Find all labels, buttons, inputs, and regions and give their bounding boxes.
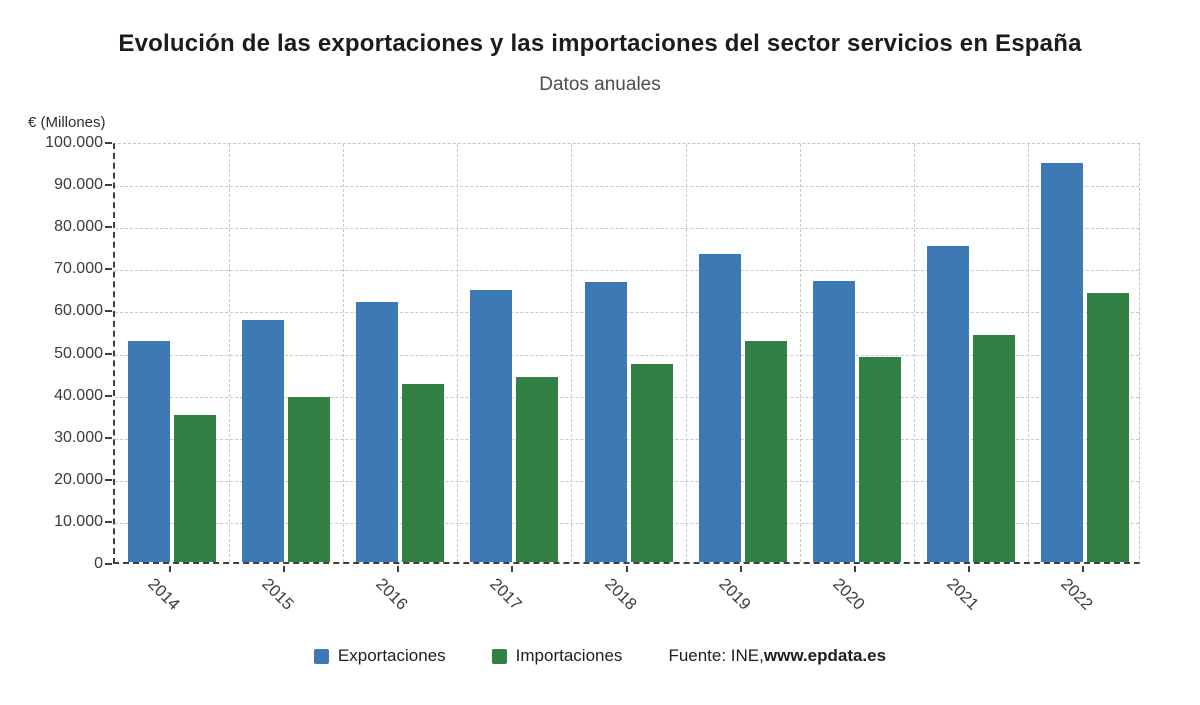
bar-importaciones-2021 [972, 335, 1015, 562]
y-axis-tick-mark [105, 478, 112, 481]
legend-label-exportaciones: Exportaciones [337, 646, 446, 665]
h-gridline-90.000 [115, 186, 1139, 188]
x-axis-tick-mark-2016 [397, 566, 400, 572]
v-gridline [913, 144, 915, 562]
v-gridline [457, 144, 459, 562]
bar-exportaciones-2020 [812, 280, 855, 562]
bar-exportaciones-2016 [356, 301, 399, 562]
y-axis-tick-label-90.000: 90.000 [54, 176, 103, 194]
importaciones-swatch-icon [491, 648, 507, 664]
y-axis-tick-label-10.000: 10.000 [54, 512, 103, 530]
x-axis-tick-label-2015: 2015 [258, 575, 298, 614]
h-gridline-10.000 [115, 522, 1139, 524]
x-axis-tick-label-2019: 2019 [714, 575, 754, 614]
source-link[interactable]: www.epdata.es [763, 646, 887, 665]
x-axis-tick-label-2017: 2017 [486, 575, 526, 614]
x-axis-tick-mark-2015 [283, 566, 286, 572]
x-axis-tick-label-2016: 2016 [372, 575, 412, 614]
x-axis-tick-mark-2018 [625, 566, 628, 572]
y-axis-tick-mark [105, 394, 112, 397]
legend: Exportaciones Importaciones Fuente: INE,… [0, 646, 1200, 666]
bar-importaciones-2014 [174, 414, 217, 562]
y-axis-title: € (Millones) [28, 114, 106, 131]
h-gridline-20.000 [115, 480, 1139, 482]
bar-exportaciones-2019 [698, 253, 741, 562]
y-axis-tick-mark [105, 310, 112, 313]
x-axis-tick-label-2020: 2020 [829, 575, 868, 614]
bar-importaciones-2015 [288, 396, 331, 562]
bar-importaciones-2016 [402, 384, 445, 562]
y-axis-tick-mark [105, 226, 112, 229]
y-axis-tick-mark [105, 520, 112, 523]
bar-importaciones-2017 [516, 376, 559, 562]
legend-item-exportaciones[interactable]: Exportaciones [313, 646, 446, 666]
legend-item-importaciones[interactable]: Importaciones [491, 646, 623, 666]
source-text: Fuente: INE, [668, 646, 764, 665]
h-gridline-70.000 [115, 270, 1139, 272]
y-axis-tick-label-80.000: 80.000 [54, 218, 103, 236]
bar-exportaciones-2015 [242, 320, 285, 562]
x-axis-tick-mark-2020 [853, 566, 856, 572]
y-axis-tick-mark [105, 184, 112, 187]
x-axis-tick-mark-2014 [169, 566, 172, 572]
x-axis-tick-mark-2022 [1081, 566, 1084, 572]
chart-subtitle: Datos anuales [539, 74, 661, 95]
legend-label-importaciones: Importaciones [515, 646, 623, 665]
plot-area [113, 143, 1140, 564]
h-gridline-80.000 [115, 228, 1139, 230]
bar-exportaciones-2021 [926, 246, 969, 562]
y-axis-tick-label-40.000: 40.000 [54, 386, 103, 404]
y-axis-tick-label-100.000: 100.000 [45, 134, 103, 151]
bar-importaciones-2020 [858, 357, 901, 562]
y-axis-tick-label-60.000: 60.000 [54, 302, 103, 320]
y-axis-tick-mark [105, 563, 112, 565]
x-axis-tick-label-2018: 2018 [600, 575, 640, 614]
y-axis-tick-label-0: 0 [94, 555, 103, 572]
h-gridline-50.000 [115, 354, 1139, 356]
bar-exportaciones-2014 [128, 340, 171, 562]
y-axis-tick-mark [105, 436, 112, 439]
v-gridline [799, 144, 801, 562]
x-axis-tick-label-2021: 2021 [943, 575, 982, 614]
y-axis-tick-label-20.000: 20.000 [54, 470, 103, 488]
exportaciones-swatch-icon [313, 648, 329, 664]
y-axis-tick-mark [105, 268, 112, 271]
y-axis-tick-label-70.000: 70.000 [54, 260, 103, 278]
v-gridline [685, 144, 687, 562]
h-gridline-40.000 [115, 396, 1139, 398]
bar-importaciones-2018 [630, 364, 673, 562]
x-axis-tick-mark-2017 [511, 566, 514, 572]
x-axis-tick-mark-2019 [739, 566, 742, 572]
chart-title: Evolución de las exportaciones y las imp… [118, 30, 1082, 57]
y-axis-tick-label-50.000: 50.000 [54, 344, 103, 362]
y-axis-tick-mark [105, 142, 112, 144]
y-axis-tick-mark [105, 352, 112, 355]
x-axis-tick-label-2022: 2022 [1057, 575, 1096, 614]
h-gridline-30.000 [115, 438, 1139, 440]
x-axis-tick-mark-2021 [967, 566, 970, 572]
bar-exportaciones-2018 [584, 281, 627, 562]
bar-exportaciones-2022 [1040, 162, 1083, 562]
v-gridline [229, 144, 231, 562]
v-gridline [571, 144, 573, 562]
v-gridline [1027, 144, 1029, 562]
v-gridline [343, 144, 345, 562]
h-gridline-60.000 [115, 312, 1139, 314]
bar-importaciones-2022 [1086, 292, 1129, 562]
bar-importaciones-2019 [744, 340, 787, 562]
source-note: Fuente: INE, www.epdata.es [668, 646, 886, 666]
bar-exportaciones-2017 [470, 290, 513, 562]
y-axis-tick-label-30.000: 30.000 [54, 428, 103, 446]
x-axis-tick-label-2014: 2014 [144, 575, 184, 614]
